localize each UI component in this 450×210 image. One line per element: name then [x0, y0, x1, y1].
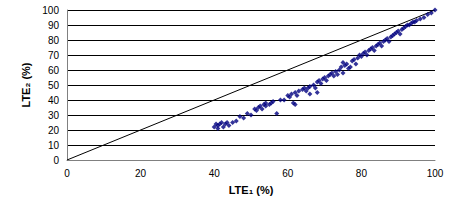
svg-text:LTE₁ (%): LTE₁ (%) [229, 184, 274, 196]
svg-text:40: 40 [48, 95, 60, 106]
svg-text:100: 100 [42, 5, 59, 16]
svg-text:30: 30 [48, 110, 60, 121]
svg-text:0: 0 [64, 168, 70, 179]
svg-text:70: 70 [48, 50, 60, 61]
svg-text:50: 50 [48, 80, 60, 91]
svg-text:0: 0 [53, 155, 59, 166]
svg-text:90: 90 [48, 20, 60, 31]
svg-text:80: 80 [48, 35, 60, 46]
svg-text:20: 20 [48, 125, 60, 136]
svg-text:LTE₂ (%): LTE₂ (%) [20, 62, 32, 107]
svg-text:60: 60 [282, 168, 294, 179]
svg-text:20: 20 [135, 168, 147, 179]
svg-text:10: 10 [48, 140, 60, 151]
svg-text:80: 80 [356, 168, 368, 179]
svg-text:100: 100 [427, 168, 444, 179]
svg-text:40: 40 [209, 168, 221, 179]
svg-text:60: 60 [48, 65, 60, 76]
